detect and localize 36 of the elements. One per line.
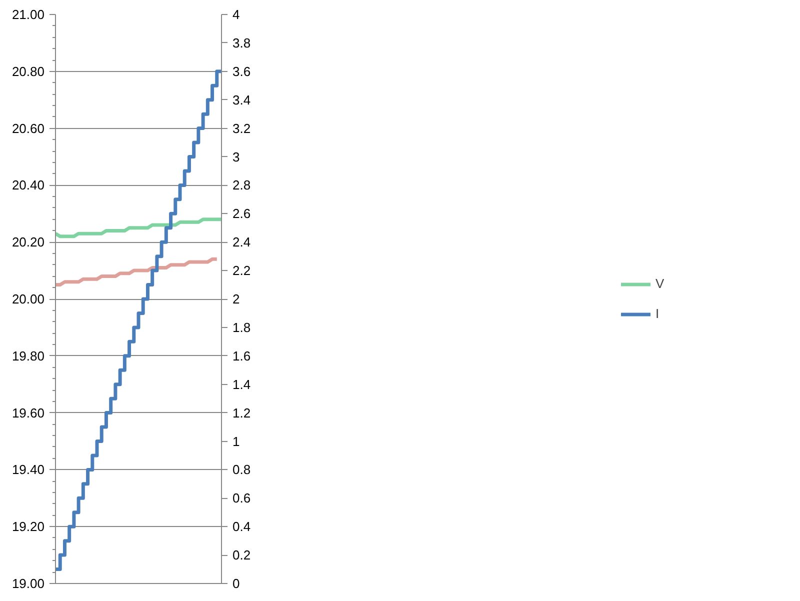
y2-tick-label: 0.4 — [232, 519, 251, 534]
y2-tick-label: 3.6 — [232, 64, 251, 79]
y2-tick-label: 3.8 — [232, 35, 251, 50]
legend-label: V — [656, 276, 666, 291]
y2-tick-label: 3.4 — [232, 92, 251, 108]
y2-tick-label: 0.6 — [232, 490, 251, 506]
y-tick-label: 19.40 — [12, 462, 45, 478]
y-tick-label: 20.60 — [12, 120, 45, 136]
y-tick-label: 19.80 — [12, 348, 45, 364]
y-tick-label: 20.00 — [12, 292, 45, 306]
y2-tick-label: 0.2 — [232, 548, 251, 563]
y-tick-label: 21.00 — [12, 7, 45, 22]
y-tick-label: 20.40 — [12, 178, 45, 193]
line-series — [56, 218, 222, 238]
y2-tick-label: 1 — [232, 434, 240, 449]
line-series — [56, 257, 219, 287]
y2-tick-label: 2.8 — [232, 178, 251, 193]
y2-tick-label: 2 — [232, 292, 240, 306]
y2-tick-label: 0 — [232, 576, 240, 591]
y-tick-label: 20.20 — [12, 234, 45, 250]
y-tick-label: 20.80 — [12, 64, 45, 79]
y2-tick-label: 2.6 — [232, 206, 251, 222]
y2-tick-label: 3 — [232, 149, 240, 164]
y2-tick-label: 4 — [232, 7, 240, 22]
y2-tick-label: 3.2 — [232, 120, 251, 136]
y2-tick-label: 0.8 — [232, 462, 251, 478]
legend-label: I — [656, 306, 660, 321]
y-tick-label: 19.00 — [12, 576, 45, 591]
y2-tick-label: 1.6 — [232, 348, 251, 364]
y2-tick-label: 2.2 — [232, 263, 251, 278]
y-tick-label: 19.20 — [12, 519, 45, 534]
y2-tick-label: 2.4 — [232, 234, 251, 250]
y2-tick-label: 1.8 — [232, 320, 251, 335]
y2-tick-label: 1.2 — [232, 405, 251, 420]
y2-tick-label: 1.4 — [232, 376, 251, 392]
y-tick-label: 19.60 — [12, 405, 45, 420]
